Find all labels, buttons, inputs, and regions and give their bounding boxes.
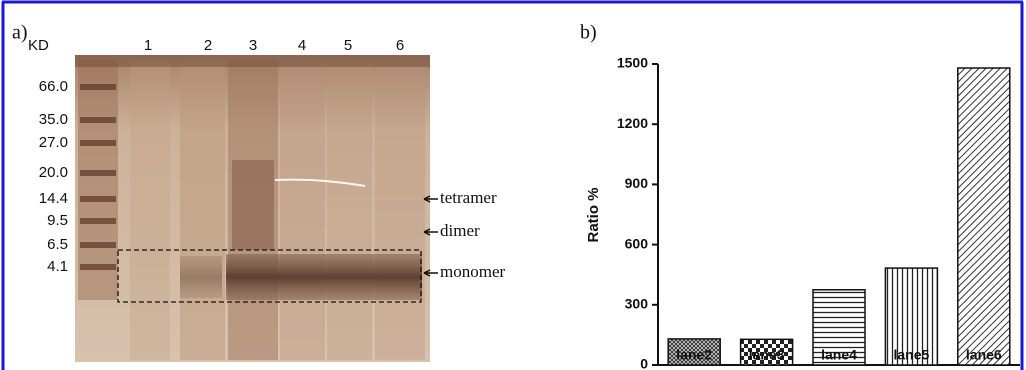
ladder-band xyxy=(80,264,116,270)
lane-label: 1 xyxy=(144,37,152,54)
y-tick-label: 600 xyxy=(625,235,649,251)
marker-label: 14.4 xyxy=(39,190,68,207)
y-tick-label: 900 xyxy=(625,175,649,191)
gel-image xyxy=(75,55,430,362)
ladder-band xyxy=(80,242,116,248)
y-tick-label: 1500 xyxy=(617,55,648,71)
ladder-band xyxy=(80,218,116,224)
y-tick-label: 1200 xyxy=(617,115,648,131)
marker-label: 20.0 xyxy=(39,164,68,181)
band-label: tetramer xyxy=(440,188,497,207)
y-tick-label: 300 xyxy=(625,296,649,312)
panel-label: a) xyxy=(12,22,28,44)
ladder-band xyxy=(80,170,116,176)
lane-label: 6 xyxy=(396,37,404,54)
y-tick-label: 0 xyxy=(640,356,648,370)
x-tick-label: lane2 xyxy=(676,347,712,363)
marker-label: 9.5 xyxy=(47,212,68,229)
x-tick-label: lane5 xyxy=(893,347,929,363)
x-tick-label: lane6 xyxy=(966,347,1002,363)
ladder-band xyxy=(80,117,116,123)
panel-label: b) xyxy=(580,22,597,44)
band-label: dimer xyxy=(440,221,480,240)
lane-label: 5 xyxy=(344,37,352,54)
bar xyxy=(958,68,1010,365)
lane-label: 4 xyxy=(298,37,306,54)
band-label: monomer xyxy=(440,262,505,281)
ladder-band xyxy=(80,196,116,202)
marker-label: 35.0 xyxy=(39,111,68,128)
marker-label: 66.0 xyxy=(39,78,68,95)
lane-label: 3 xyxy=(249,37,257,54)
figure: a) b) Ratio % KD 66.0 35.0 27.0 20.0 14.4 9.5 6… xyxy=(0,0,1026,370)
unit-label: KD xyxy=(28,37,49,54)
lane-label: 2 xyxy=(204,37,212,54)
marker-label: 27.0 xyxy=(39,134,68,151)
marker-label: 6.5 xyxy=(47,236,68,253)
y-axis-label: Ratio % xyxy=(585,187,602,242)
ladder-band xyxy=(80,84,116,90)
x-tick-label: lane4 xyxy=(821,347,857,363)
x-tick-label: lane3 xyxy=(749,347,785,363)
marker-label: 4.1 xyxy=(47,258,68,275)
ladder-band xyxy=(80,140,116,146)
